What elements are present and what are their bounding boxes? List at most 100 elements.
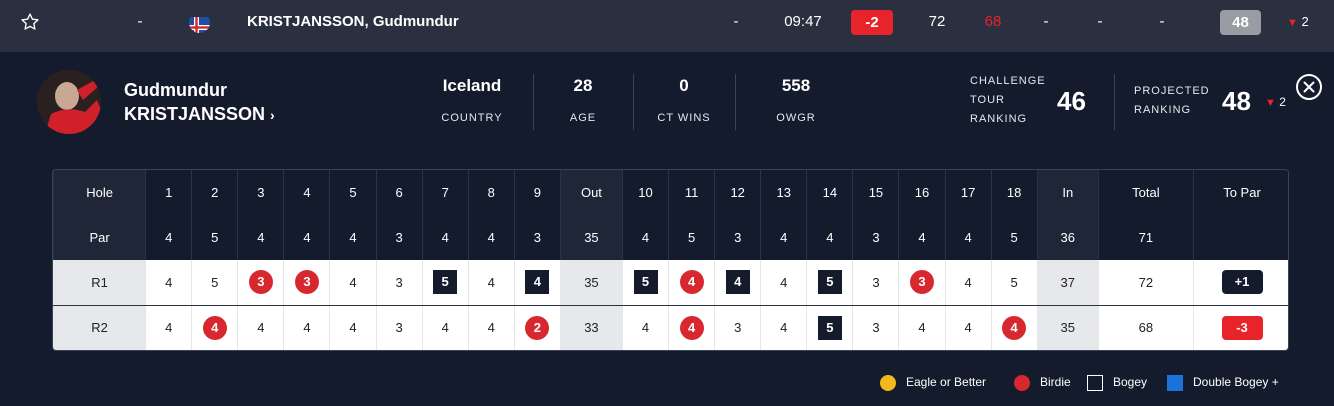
- hole-number: 7: [421, 170, 469, 215]
- birdie-marker: 4: [679, 270, 704, 295]
- down-arrow-icon: ▼: [1265, 97, 1276, 109]
- score-cell: 5: [990, 260, 1038, 306]
- bogey-marker: 5: [433, 270, 458, 295]
- circle-swatch-icon: [880, 374, 896, 391]
- score-cell: 5: [806, 305, 853, 350]
- close-icon[interactable]: [1296, 74, 1322, 100]
- hole-number: 12: [714, 170, 761, 215]
- par-value: 4: [806, 215, 853, 260]
- score-cell: 3: [375, 305, 423, 350]
- divider: [735, 74, 736, 130]
- legend-label: Bogey: [1113, 375, 1148, 389]
- divider: [633, 74, 634, 130]
- player-name-link[interactable]: Gudmundur KRISTJANSSON ›: [124, 78, 275, 127]
- iceland-flag-icon: [189, 12, 210, 33]
- score-cell: 4: [467, 260, 515, 306]
- score-cell: 4: [760, 305, 807, 350]
- score-cell: 4: [467, 305, 515, 350]
- to-par-badge: +1: [1221, 270, 1263, 295]
- player-name-link[interactable]: KRISTJANSSON, Gudmundur: [247, 13, 459, 30]
- hole-number: 10: [621, 170, 669, 215]
- favorite-star-icon[interactable]: [20, 0, 40, 44]
- hole-number: 9: [513, 170, 561, 215]
- birdie-marker: 4: [202, 315, 227, 340]
- par-value: 4: [421, 215, 469, 260]
- par-value: 4: [467, 215, 515, 260]
- hole-number: 5: [329, 170, 377, 215]
- hole-number: 8: [467, 170, 515, 215]
- score-cell: 3: [898, 260, 946, 306]
- bogey-marker: 4: [725, 270, 750, 295]
- hole-number: 3: [237, 170, 284, 215]
- par-label: Par: [53, 215, 146, 260]
- stat-label: AGE: [569, 112, 597, 124]
- par-value: 4: [621, 215, 669, 260]
- score-cell: 4: [421, 305, 469, 350]
- round-to-par: +1: [1193, 260, 1288, 306]
- par-total: 71: [1097, 215, 1194, 260]
- stat-value: Iceland: [442, 76, 502, 95]
- projected-ranking-label: PROJECTED RANKING: [1134, 85, 1210, 116]
- par-value: 5: [668, 215, 715, 260]
- score-cell: 4: [668, 305, 715, 350]
- birdie-marker: 2: [525, 315, 550, 340]
- score-cell: 3: [852, 260, 899, 306]
- player-first-name: Gudmundur: [124, 80, 227, 100]
- score-cell: 4: [145, 305, 192, 350]
- round-out: 35: [559, 260, 623, 306]
- legend-item: Double Bogey +: [1167, 373, 1279, 391]
- par-value: 4: [944, 215, 992, 260]
- par-to-par-empty: [1193, 215, 1288, 260]
- bogey-marker: 5: [633, 270, 658, 295]
- legend-item: Birdie: [1014, 373, 1071, 391]
- total-label: Total: [1097, 170, 1194, 215]
- round-row: R2 4 4 4 4 4 3 4 4 2 33 4 4 3 4 5 3 4 4 4 35 68 -3: [53, 305, 1288, 350]
- hole-number: 2: [191, 170, 238, 215]
- score-cell: 4: [760, 260, 807, 306]
- score-cell: 4: [145, 260, 192, 306]
- col-d-cell: -: [1159, 13, 1165, 30]
- par-value: 4: [145, 215, 192, 260]
- legend-item: Eagle or Better: [880, 373, 986, 391]
- score-cell: 4: [944, 305, 992, 350]
- score-cell: 4: [237, 305, 284, 350]
- par-value: 4: [898, 215, 946, 260]
- round-label: R1: [53, 260, 146, 306]
- score-cell: 2: [513, 305, 561, 350]
- hole-number: 13: [760, 170, 807, 215]
- bogey-marker: 5: [817, 270, 842, 295]
- ct-ranking-label: CHALLENGE TOUR RANKING: [970, 75, 1046, 125]
- hole-number: 17: [944, 170, 992, 215]
- col-b-cell: -: [1043, 13, 1049, 30]
- par-value: 3: [714, 215, 761, 260]
- birdie-marker: 3: [294, 270, 319, 295]
- circle-swatch-icon: [1014, 374, 1030, 391]
- scorecard-table: Hole 1 2 3 4 5 6 7 8 9 Out 10 11 12 13 14 15 16 17 18 In Tota…: [52, 169, 1289, 351]
- round-out: 33: [559, 305, 623, 350]
- square-swatch-icon: [1087, 374, 1103, 391]
- score-cell: 5: [191, 260, 238, 306]
- round-label: R2: [53, 305, 146, 350]
- leaderboard-row[interactable]: - KRISTJANSSON, Gudmundur - 09:47 -2 72 …: [0, 0, 1334, 52]
- bogey-marker: 4: [525, 270, 550, 295]
- round-total: 68: [1097, 305, 1194, 350]
- down-arrow-icon: ▼: [1287, 17, 1298, 29]
- score-cell: 3: [283, 260, 330, 306]
- par-value: 5: [990, 215, 1038, 260]
- bogey-marker: 5: [817, 315, 842, 340]
- hole-label: Hole: [53, 170, 146, 215]
- round-score-cell: 72: [928, 13, 946, 30]
- hole-number: 6: [375, 170, 423, 215]
- position-cell: -: [137, 13, 143, 30]
- in-label: In: [1036, 170, 1099, 215]
- birdie-marker: 3: [910, 270, 934, 295]
- stat-value: 28: [573, 76, 593, 95]
- score-cell: 4: [898, 305, 946, 350]
- par-value: 3: [852, 215, 899, 260]
- round-in: 37: [1036, 260, 1099, 306]
- stat-label: OWGR: [776, 112, 816, 124]
- score-cell: 4: [944, 260, 992, 306]
- score-cell: 4: [714, 260, 761, 306]
- stat-owgr: 558 OWGR: [761, 76, 831, 124]
- stat-value: 0: [679, 76, 689, 95]
